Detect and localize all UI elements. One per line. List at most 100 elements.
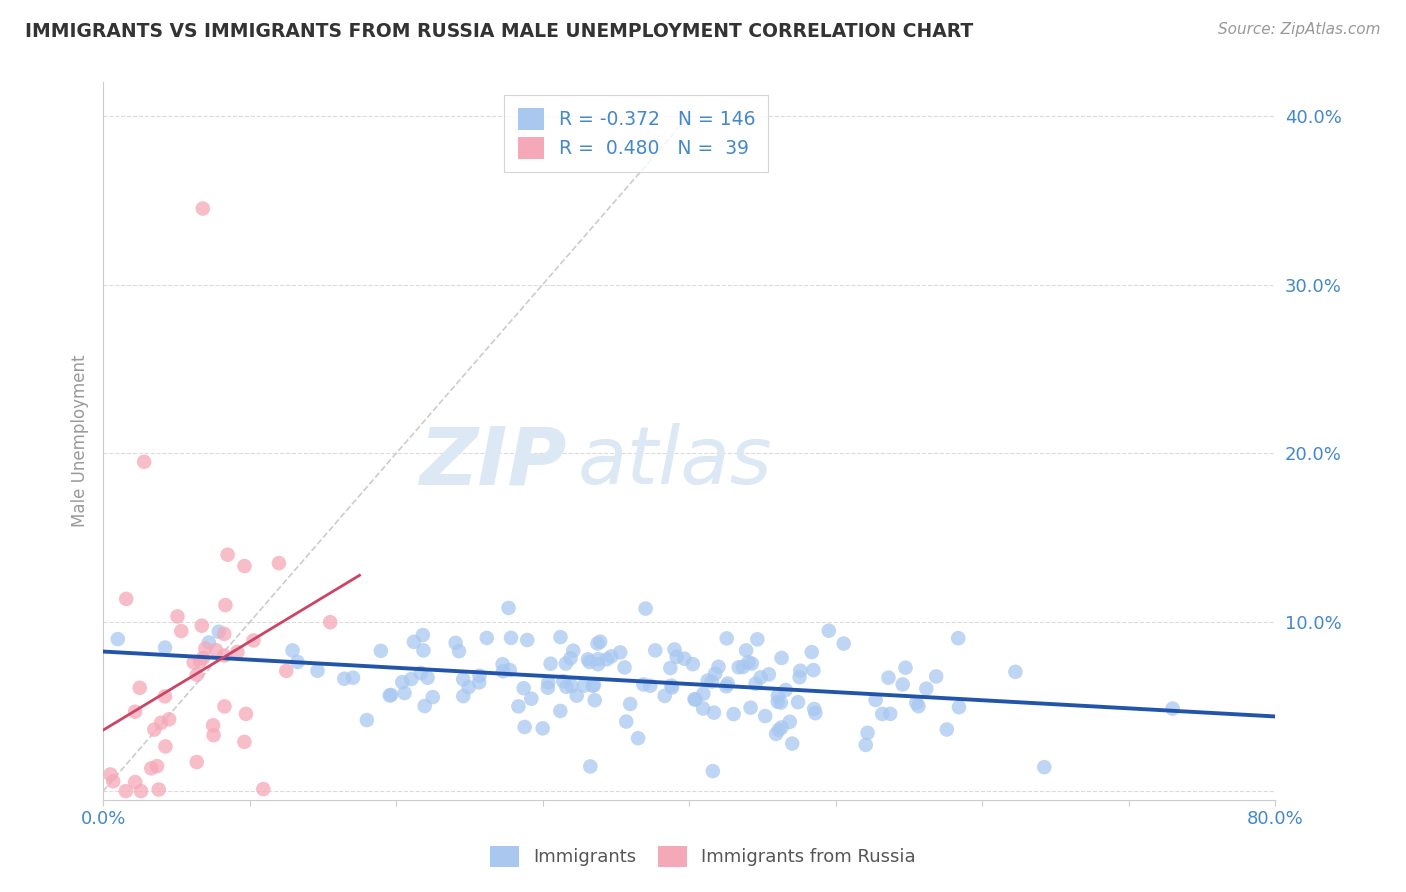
Point <box>422 690 444 705</box>
Point <box>128 681 150 695</box>
Point <box>447 644 470 658</box>
Point <box>1004 665 1026 679</box>
Point <box>208 624 231 639</box>
Point <box>925 669 948 683</box>
Point <box>451 689 474 703</box>
Point <box>157 712 180 726</box>
Point <box>513 720 536 734</box>
Point <box>749 670 772 684</box>
Point <box>638 679 661 693</box>
Point <box>413 698 436 713</box>
Point <box>634 601 657 615</box>
Point <box>659 679 682 693</box>
Point <box>707 659 730 673</box>
Point <box>744 676 766 690</box>
Point <box>226 645 249 659</box>
Point <box>692 687 714 701</box>
Point <box>183 656 205 670</box>
Point <box>565 689 588 703</box>
Point <box>879 706 901 721</box>
Point <box>596 652 619 666</box>
Point <box>673 651 696 665</box>
Point <box>468 668 491 682</box>
Text: ZIP: ZIP <box>419 423 567 501</box>
Point <box>370 644 392 658</box>
Point <box>508 699 530 714</box>
Point <box>685 692 707 706</box>
Point <box>704 666 727 681</box>
Point <box>124 775 146 789</box>
Point <box>576 652 599 666</box>
Point <box>380 688 402 702</box>
Point <box>560 651 582 665</box>
Point <box>870 706 893 721</box>
Point <box>287 655 309 669</box>
Point <box>696 673 718 688</box>
Point <box>235 706 257 721</box>
Legend: R = -0.372   N = 146, R =  0.480   N =  39: R = -0.372 N = 146, R = 0.480 N = 39 <box>505 95 769 172</box>
Point <box>202 718 225 732</box>
Point <box>276 664 298 678</box>
Point <box>134 455 156 469</box>
Point <box>579 759 602 773</box>
Point <box>766 695 789 709</box>
Text: IMMIGRANTS VS IMMIGRANTS FROM RUSSIA MALE UNEMPLOYMENT CORRELATION CHART: IMMIGRANTS VS IMMIGRANTS FROM RUSSIA MAL… <box>25 22 973 41</box>
Point <box>583 693 606 707</box>
Point <box>186 668 208 682</box>
Point <box>716 679 738 693</box>
Point <box>589 634 612 648</box>
Point <box>170 624 193 638</box>
Point <box>499 663 522 677</box>
Point <box>779 714 801 729</box>
Point <box>153 640 176 655</box>
Point <box>582 678 605 692</box>
Point <box>399 672 422 686</box>
Point <box>537 681 560 695</box>
Point <box>492 665 515 679</box>
Point <box>804 706 827 721</box>
Point <box>100 767 122 781</box>
Point <box>115 591 138 606</box>
Point <box>600 649 623 664</box>
Point <box>789 664 811 678</box>
Point <box>267 556 290 570</box>
Point <box>233 735 256 749</box>
Point <box>894 661 917 675</box>
Point <box>498 601 520 615</box>
Legend: Immigrants, Immigrants from Russia: Immigrants, Immigrants from Russia <box>481 837 925 876</box>
Point <box>252 782 274 797</box>
Point <box>468 675 491 690</box>
Point <box>586 636 609 650</box>
Point <box>661 681 683 695</box>
Point <box>416 671 439 685</box>
Point <box>155 739 177 754</box>
Point <box>832 636 855 650</box>
Point <box>143 723 166 737</box>
Point <box>948 631 970 645</box>
Point <box>512 681 534 696</box>
Point <box>770 651 793 665</box>
Point <box>550 704 572 718</box>
Point <box>578 655 600 669</box>
Point <box>378 689 401 703</box>
Point <box>905 696 928 710</box>
Point <box>692 701 714 715</box>
Point <box>191 202 214 216</box>
Point <box>741 657 763 671</box>
Point <box>800 645 823 659</box>
Point <box>146 759 169 773</box>
Point <box>770 721 793 735</box>
Point <box>803 702 825 716</box>
Point <box>553 674 575 689</box>
Point <box>124 705 146 719</box>
Point <box>683 692 706 706</box>
Point <box>214 598 236 612</box>
Point <box>1033 760 1056 774</box>
Point <box>582 679 605 693</box>
Y-axis label: Male Unemployment: Male Unemployment <box>72 354 89 527</box>
Point <box>499 631 522 645</box>
Point <box>107 632 129 646</box>
Point <box>654 689 676 703</box>
Point <box>865 693 887 707</box>
Point <box>768 723 790 737</box>
